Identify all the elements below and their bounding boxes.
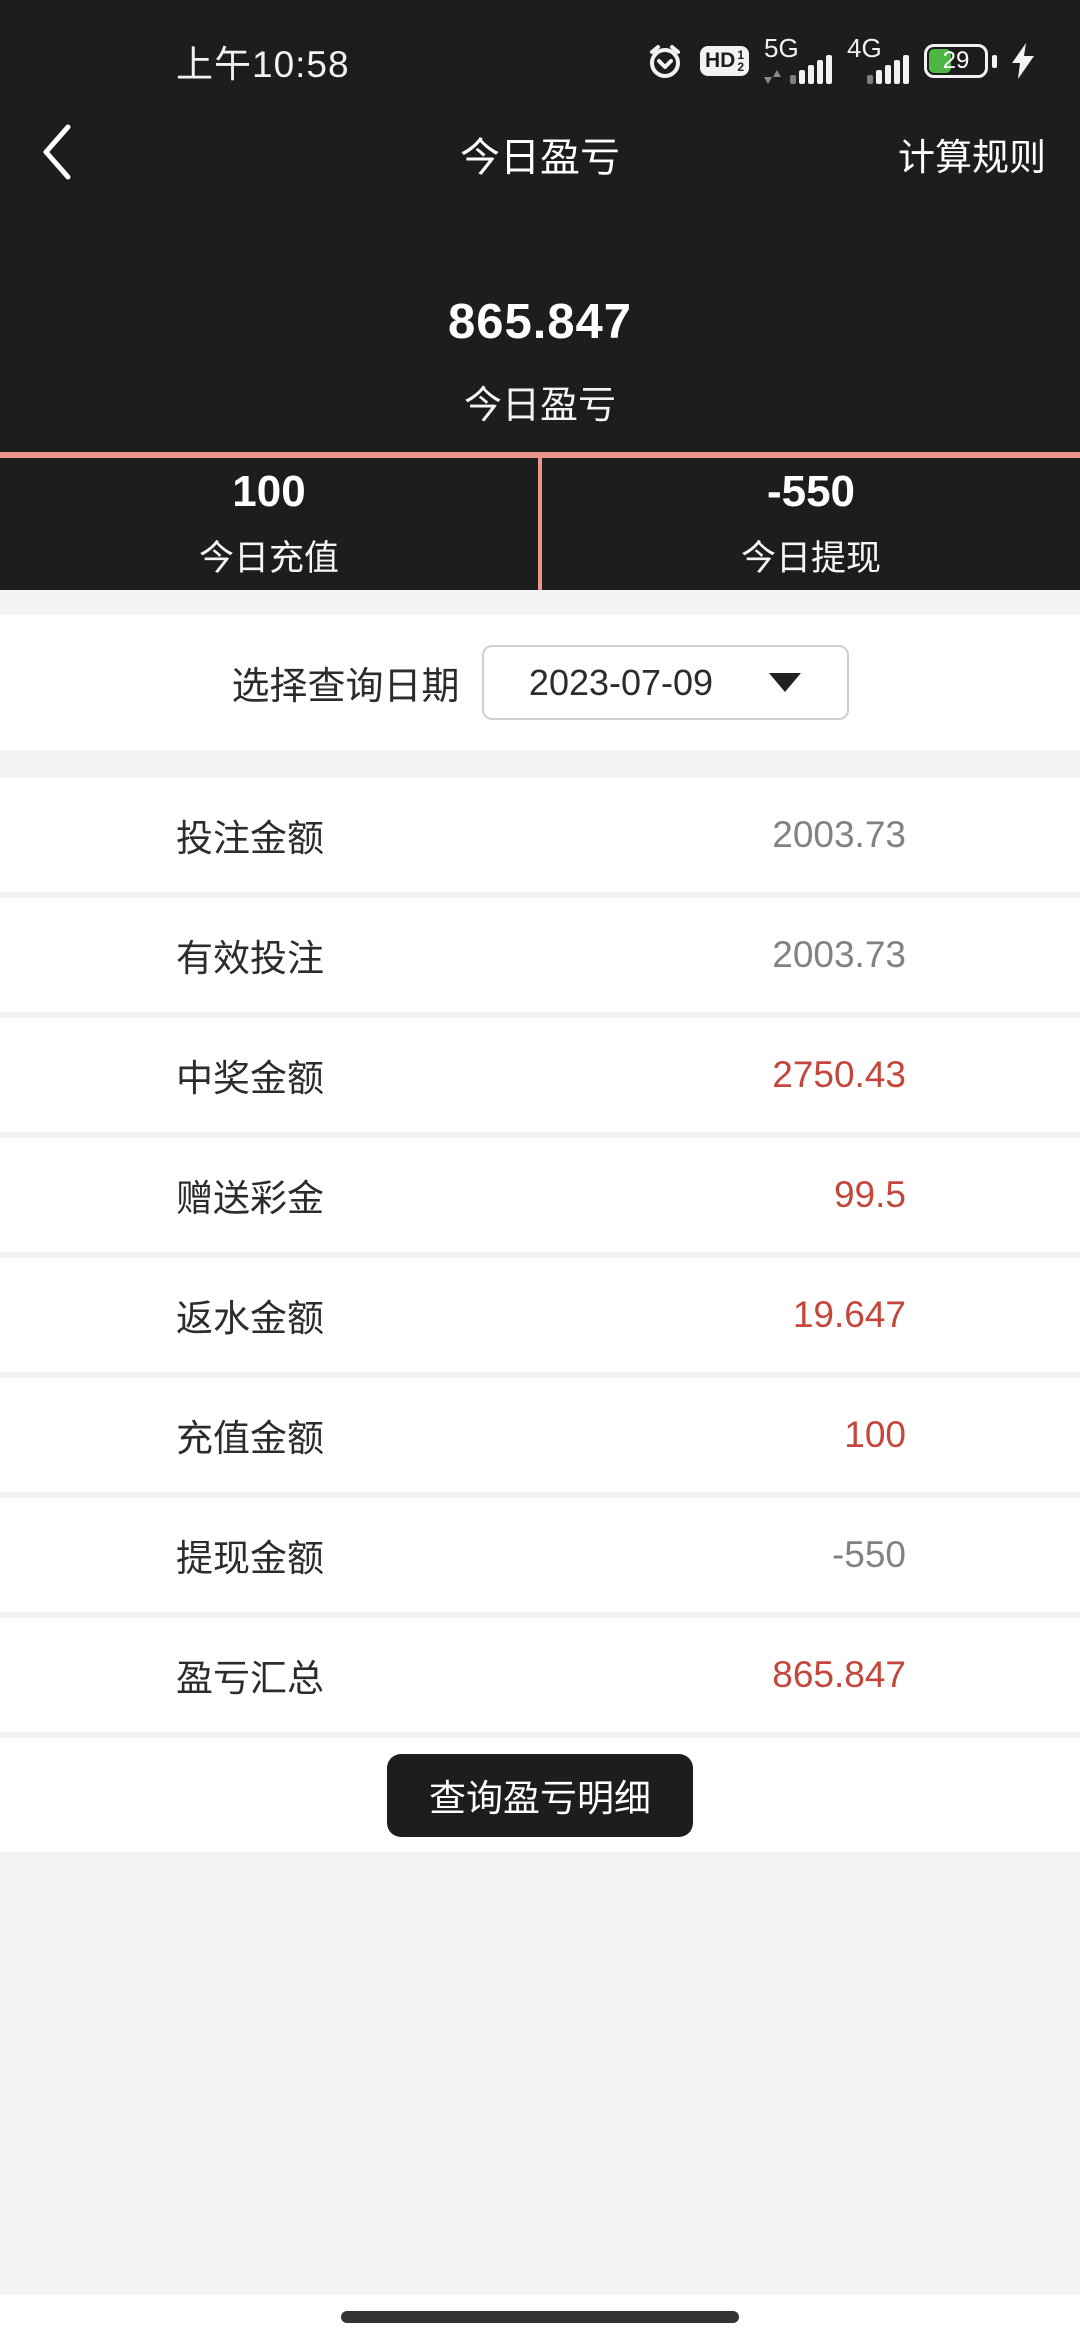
- dark-header: 上午10:58 HD 1 2: [0, 0, 1080, 452]
- today-profit-label: 今日盈亏: [463, 385, 616, 427]
- today-profit-amount: 865.847: [447, 295, 633, 349]
- today-withdraw-cell: -550 今日提现: [542, 458, 1080, 590]
- row-separator: [0, 1372, 1080, 1378]
- back-chevron-icon[interactable]: [38, 122, 74, 182]
- gesture-bar-area: [0, 2295, 1080, 2340]
- row-value: 2003.73: [772, 814, 906, 855]
- detail-rows: 投注金额 2003.73 有效投注 2003.73 中奖金额 2750.43 赠…: [0, 778, 1080, 1738]
- section-divider: [0, 590, 1080, 615]
- row-label: 提现金额: [176, 1538, 324, 1579]
- row-value: -550: [831, 1534, 906, 1575]
- row-separator: [0, 1492, 1080, 1498]
- signal-5g-icon: 5G: [764, 35, 832, 87]
- table-row: 盈亏汇总 865.847: [0, 1618, 1080, 1732]
- row-label: 盈亏汇总: [176, 1658, 324, 1699]
- row-separator: [0, 1732, 1080, 1738]
- battery-percent: 29: [942, 47, 970, 74]
- page-title: 今日盈亏: [460, 136, 620, 180]
- network-activity-arrows-icon: [764, 70, 782, 84]
- row-label: 中奖金额: [176, 1058, 324, 1099]
- recharge-withdraw-summary: 100 今日充值 -550 今日提现: [0, 452, 1080, 590]
- row-label: 赠送彩金: [176, 1178, 324, 1219]
- today-recharge-value: 100: [232, 467, 306, 516]
- table-row: 有效投注 2003.73: [0, 898, 1080, 1012]
- home-indicator[interactable]: [341, 2311, 739, 2323]
- battery-level-fill: [929, 49, 951, 73]
- charging-bolt-icon: [1012, 43, 1034, 79]
- row-value: 99.5: [833, 1174, 906, 1215]
- date-picker-section: 选择查询日期 2023-07-09: [0, 615, 1080, 750]
- row-value: 2003.73: [772, 934, 906, 975]
- table-row: 投注金额 2003.73: [0, 778, 1080, 892]
- row-separator: [0, 1132, 1080, 1138]
- row-label: 返水金额: [176, 1298, 324, 1339]
- battery-icon: 29: [924, 44, 988, 78]
- table-row: 返水金额 19.647: [0, 1258, 1080, 1372]
- today-recharge-label: 今日充值: [198, 539, 339, 578]
- date-picker-dropdown[interactable]: 2023-07-09: [481, 645, 849, 720]
- battery-cap: [992, 54, 997, 68]
- today-recharge-cell: 100 今日充值: [0, 458, 542, 590]
- row-separator: [0, 1252, 1080, 1258]
- row-separator: [0, 1612, 1080, 1618]
- calc-rules-link[interactable]: 计算规则: [898, 137, 1046, 178]
- nav-bar: 今日盈亏 计算规则: [0, 108, 1080, 200]
- button-section: 查询盈亏明细: [0, 1738, 1080, 1852]
- signal-4g-icon: 4G: [847, 35, 909, 87]
- alarm-icon: [645, 41, 685, 81]
- status-bar: 上午10:58 HD 1 2: [0, 0, 1080, 108]
- row-value: 2750.43: [772, 1054, 906, 1095]
- today-withdraw-label: 今日提现: [740, 539, 881, 578]
- today-withdraw-value: -550: [766, 467, 856, 516]
- row-label: 有效投注: [176, 938, 324, 979]
- row-value: 100: [844, 1414, 906, 1455]
- query-profit-detail-button[interactable]: 查询盈亏明细: [387, 1753, 693, 1837]
- row-separator: [0, 892, 1080, 898]
- row-value: 19.647: [792, 1294, 906, 1335]
- hero-summary: 865.847 今日盈亏: [0, 294, 1080, 429]
- section-divider: [0, 750, 1080, 778]
- table-row: 提现金额 -550: [0, 1498, 1080, 1612]
- row-value: 865.847: [772, 1654, 906, 1695]
- date-picker-label: 选择查询日期: [231, 666, 460, 708]
- row-label: 充值金额: [176, 1418, 324, 1459]
- status-icons: HD 1 2 5G: [645, 35, 1034, 87]
- row-label: 投注金额: [176, 818, 324, 859]
- table-row: 充值金额 100: [0, 1378, 1080, 1492]
- table-row: 赠送彩金 99.5: [0, 1138, 1080, 1252]
- empty-area: [0, 1852, 1080, 2295]
- hd-volte-icon: HD 1 2: [699, 46, 749, 76]
- row-separator: [0, 1012, 1080, 1018]
- table-row: 中奖金额 2750.43: [0, 1018, 1080, 1132]
- clock-time: 上午10:58: [176, 44, 350, 85]
- caret-down-icon: [769, 673, 802, 692]
- date-picker-value: 2023-07-09: [528, 661, 714, 703]
